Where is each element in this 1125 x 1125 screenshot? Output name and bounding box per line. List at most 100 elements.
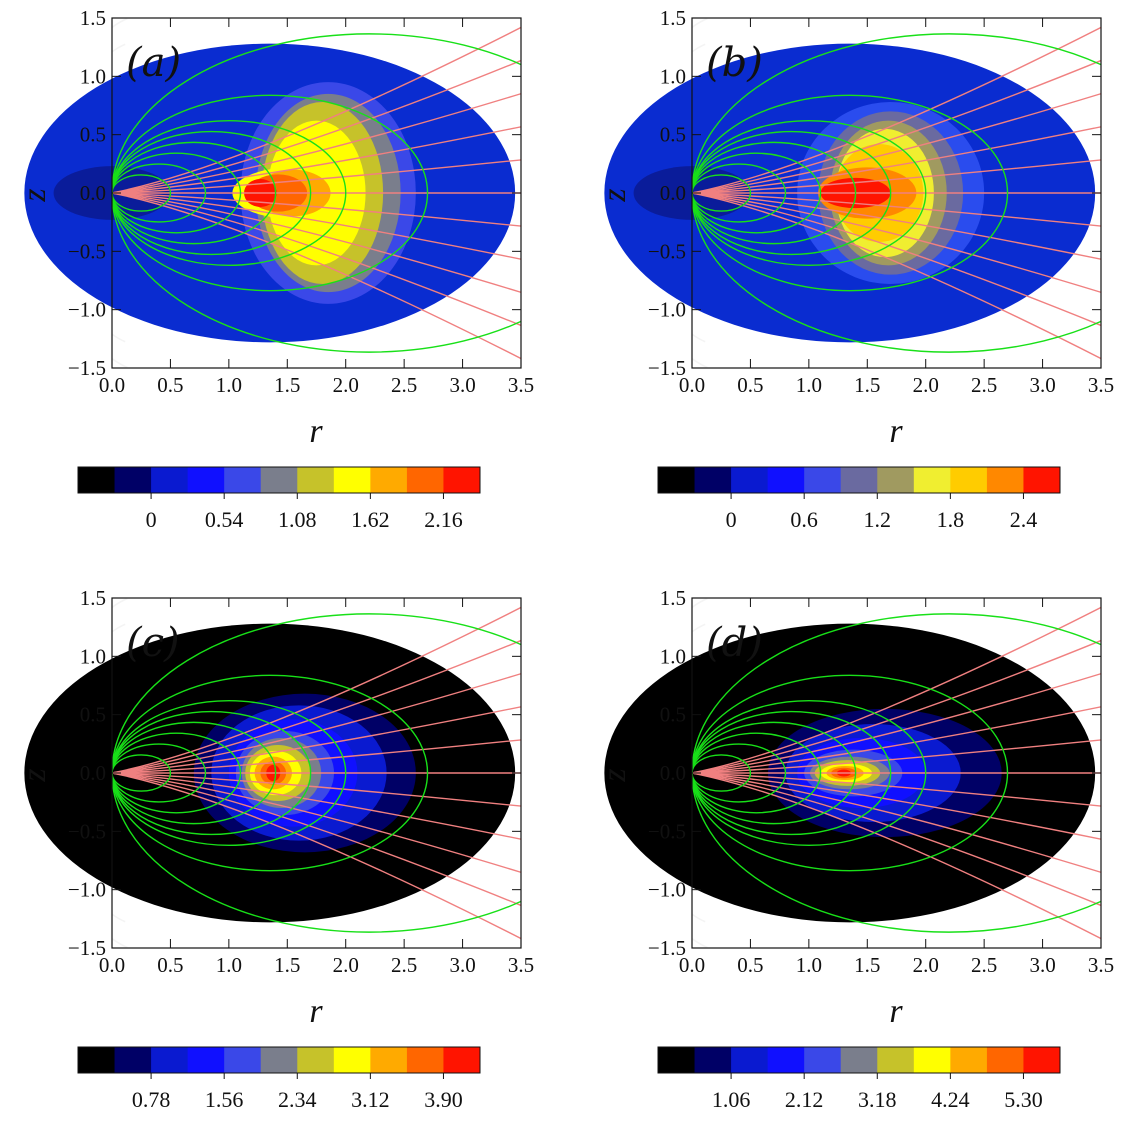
x-tick-label: 0.5 [737, 373, 763, 397]
x-tick-label: 0.5 [157, 373, 183, 397]
x-tick-label: 0.0 [99, 373, 125, 397]
y-tick-label: 1.0 [660, 64, 686, 88]
colorbar-swatch [78, 1047, 116, 1073]
y-tick-label: −1.5 [648, 936, 686, 960]
x-tick-label: 2.5 [971, 953, 997, 977]
ray-line-5 [112, 772, 521, 807]
ray-line-5 [112, 192, 521, 227]
colorbar-label: 1.06 [712, 1087, 751, 1112]
colorbar-label: 0.6 [790, 507, 818, 532]
field-line-8 [692, 33, 1101, 353]
y-tick-label: −1.0 [68, 878, 106, 902]
colorbar-swatch [731, 1047, 769, 1073]
x-tick-label: 3.0 [449, 373, 475, 397]
colorbar-swatch [260, 1047, 298, 1073]
colorbar: 0 0.54 1.08 1.62 2.16 [77, 466, 481, 532]
colorbar-swatch [260, 467, 298, 493]
colorbar-label: 3.18 [858, 1087, 897, 1112]
x-tick-label: 0.0 [679, 953, 705, 977]
panel-d: 0.0 0.5 1.0 1.5 2.0 2.5 3.0 3.5 1.5 1.0 0.5 0.0 −0.5… [596, 586, 1114, 1112]
field-line-7 [112, 674, 429, 872]
y-tick-label: 0.5 [80, 703, 106, 727]
x-tick-label: 2.5 [391, 373, 417, 397]
ray-line-8 [112, 706, 521, 774]
field-line-5 [692, 710, 892, 836]
y-tick-label: −0.5 [68, 819, 106, 843]
field-line-4 [112, 721, 277, 825]
ray-line-1 [692, 192, 1101, 360]
y-tick-label: 0.5 [660, 703, 686, 727]
colorbar-swatch [151, 1047, 189, 1073]
field-line-8 [692, 613, 1101, 933]
colorbar-label: 0 [726, 507, 737, 532]
x-tick-label: 0.5 [157, 953, 183, 977]
ray-line-7 [692, 159, 1101, 194]
colorbar-swatch [658, 467, 696, 493]
ray-line-3 [112, 772, 521, 874]
colorbar-frame [77, 1046, 481, 1074]
ray-line-1 [112, 192, 521, 360]
x-tick-label: 3.5 [508, 953, 534, 977]
field-line-4 [692, 141, 857, 245]
field-line-5 [112, 710, 312, 836]
colorbar-label: 2.4 [1010, 507, 1038, 532]
colorbar-swatch [913, 467, 951, 493]
field-line-5 [692, 130, 892, 256]
colorbar-swatch [767, 1047, 805, 1073]
x-axis-label: r [889, 413, 903, 450]
x-axis-label: r [889, 993, 903, 1030]
ray-line-8 [692, 126, 1101, 194]
field-line-5 [112, 130, 312, 256]
colorbar-swatch [114, 467, 152, 493]
field-line-2 [112, 743, 207, 803]
colorbar-swatch [950, 1047, 988, 1073]
field-line-7 [112, 94, 429, 292]
y-tick-label: 0.0 [660, 761, 686, 785]
colorbar-swatch [986, 1047, 1024, 1073]
ray-line-11 [692, 606, 1101, 774]
panel-label: (a) [126, 40, 181, 86]
x-tick-label: 1.5 [274, 953, 300, 977]
field-line-8 [112, 613, 521, 933]
ray-line-9 [112, 672, 521, 774]
y-tick-label: 0.5 [80, 123, 106, 147]
y-tick-label: −0.5 [68, 239, 106, 263]
colorbar-frame [77, 466, 481, 494]
y-tick-label: 0.0 [80, 761, 106, 785]
colorbar-swatch [694, 467, 732, 493]
colorbar-swatch [406, 467, 444, 493]
x-tick-label: 2.0 [913, 373, 939, 397]
colorbar-label: 1.08 [278, 507, 317, 532]
ray-line-8 [692, 706, 1101, 774]
colorbar-swatch [986, 467, 1024, 493]
ray-line-10 [692, 639, 1101, 774]
ray-line-3 [692, 192, 1101, 294]
x-tick-label: 2.0 [913, 953, 939, 977]
y-tick-label: 1.0 [80, 644, 106, 668]
colorbar-swatch [224, 1047, 262, 1073]
colorbar-swatch [804, 467, 842, 493]
colorbar-swatch [731, 467, 769, 493]
colorbar-swatch [114, 1047, 152, 1073]
colorbar-swatch [767, 467, 805, 493]
ray-line-2 [692, 772, 1101, 907]
colorbar-swatch [187, 467, 225, 493]
x-tick-label: 1.0 [796, 953, 822, 977]
colorbar-label: 0.54 [205, 507, 244, 532]
y-tick-label: 1.5 [80, 6, 106, 30]
panel-c: 0.0 0.5 1.0 1.5 2.0 2.5 3.0 3.5 1.5 1.0 0.5 0.0 −0.5… [16, 586, 534, 1112]
field-line-4 [692, 721, 857, 825]
field-lines [692, 598, 1101, 948]
x-tick-label: 2.0 [333, 373, 359, 397]
colorbar-label: 5.30 [1004, 1087, 1043, 1112]
colorbar-swatch [224, 467, 262, 493]
colorbar-label: 1.62 [351, 507, 390, 532]
ray-line-1 [112, 772, 521, 940]
colorbar-label: 2.12 [785, 1087, 824, 1112]
y-tick-label: 1.0 [80, 64, 106, 88]
ray-line-1 [692, 772, 1101, 940]
colorbar: 0.78 1.56 2.34 3.12 3.90 [77, 1046, 481, 1112]
colorbar-label: 3.90 [424, 1087, 463, 1112]
ray-line-7 [692, 739, 1101, 774]
y-tick-label: −0.5 [648, 239, 686, 263]
